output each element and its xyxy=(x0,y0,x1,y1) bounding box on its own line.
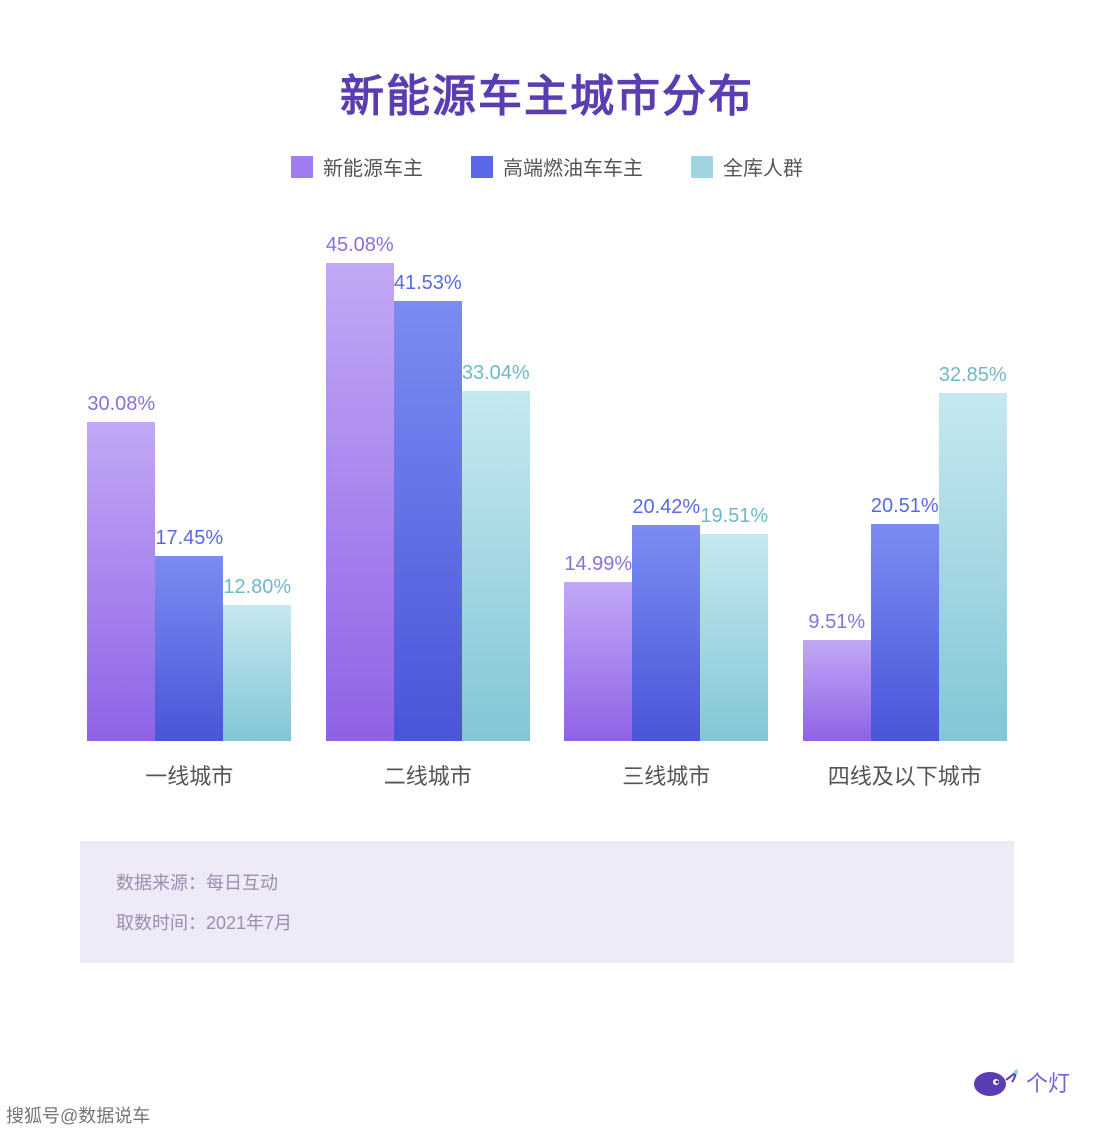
bar-value-label: 41.53% xyxy=(394,272,462,295)
bar xyxy=(462,391,530,741)
legend-swatch xyxy=(291,156,313,178)
bar xyxy=(326,263,394,741)
legend-swatch xyxy=(691,156,713,178)
brand-text: 个灯 xyxy=(1026,1066,1070,1098)
bar-value-label: 20.42% xyxy=(632,496,700,519)
legend: 新能源车主 高端燃油车车主 全库人群 xyxy=(0,152,1094,181)
bar-wrap: 19.51% xyxy=(700,211,768,741)
x-axis-label: 三线城市 xyxy=(566,759,766,791)
x-axis-label: 二线城市 xyxy=(328,759,528,791)
bar-group: 14.99% 20.42%19.51% xyxy=(564,211,768,741)
bar-wrap: 20.42% xyxy=(632,211,700,741)
bar-wrap: 17.45% xyxy=(155,211,223,741)
bar-wrap: 20.51% xyxy=(871,211,939,741)
legend-swatch xyxy=(471,156,493,178)
bar-wrap: 32.85% xyxy=(939,211,1007,741)
footer-line: 取数时间：2021年7月 xyxy=(116,909,978,935)
bar-wrap: 33.04% xyxy=(462,211,530,741)
bar-value-label: 12.80% xyxy=(223,576,291,599)
bar-value-label: 17.45% xyxy=(155,527,223,550)
bar xyxy=(700,534,768,741)
footer-line: 数据来源：每日互动 xyxy=(116,869,978,895)
bar-wrap: 41.53% xyxy=(394,211,462,741)
bar-groups: 30.08% 17.45% 12.80% 45.08%41.53% 33.04% 14.9… xyxy=(70,211,1024,741)
brand-fish-icon xyxy=(972,1066,1018,1098)
bar-wrap: 30.08% xyxy=(87,211,155,741)
bar-value-label: 30.08% xyxy=(87,393,155,416)
legend-item: 高端燃油车车主 xyxy=(471,152,643,181)
bar xyxy=(155,556,223,741)
bar-group: 30.08% 17.45% 12.80% xyxy=(87,211,291,741)
bar xyxy=(223,605,291,741)
bar-value-label: 14.99% xyxy=(564,553,632,576)
x-axis-label: 四线及以下城市 xyxy=(805,759,1005,791)
bar xyxy=(564,582,632,741)
legend-item: 新能源车主 xyxy=(291,152,423,181)
bar-wrap: 14.99% xyxy=(564,211,632,741)
legend-item: 全库人群 xyxy=(691,152,803,181)
bar-value-label: 33.04% xyxy=(462,362,530,385)
x-axis-labels: 一线城市 二线城市 三线城市 四线及以下城市 xyxy=(70,759,1024,791)
chart-title: 新能源车主城市分布 xyxy=(0,60,1094,124)
bar-wrap: 9.51% xyxy=(803,211,871,741)
bar-value-label: 19.51% xyxy=(700,505,768,528)
x-axis-label: 一线城市 xyxy=(89,759,289,791)
bar-value-label: 20.51% xyxy=(871,495,939,518)
bar xyxy=(871,524,939,741)
bar xyxy=(632,525,700,741)
bar xyxy=(87,422,155,741)
bar-value-label: 9.51% xyxy=(808,611,865,634)
bar-group: 45.08%41.53% 33.04% xyxy=(326,211,530,741)
watermark-text: 搜狐号@数据说车 xyxy=(6,1102,150,1128)
bar-value-label: 45.08% xyxy=(326,234,394,257)
bar-value-label: 32.85% xyxy=(939,364,1007,387)
legend-label: 新能源车主 xyxy=(323,152,423,181)
source-footer: 数据来源：每日互动取数时间：2021年7月 xyxy=(80,841,1014,963)
legend-label: 全库人群 xyxy=(723,152,803,181)
brand-badge: 个灯 xyxy=(972,1066,1070,1098)
bar-group: 9.51% 20.51% 32.85% xyxy=(803,211,1007,741)
legend-label: 高端燃油车车主 xyxy=(503,152,643,181)
bar-wrap: 45.08% xyxy=(326,211,394,741)
bar xyxy=(939,393,1007,741)
bar xyxy=(394,301,462,741)
bar xyxy=(803,640,871,741)
bar-wrap: 12.80% xyxy=(223,211,291,741)
bar-chart: 30.08% 17.45% 12.80% 45.08%41.53% 33.04% 14.9… xyxy=(70,211,1024,791)
